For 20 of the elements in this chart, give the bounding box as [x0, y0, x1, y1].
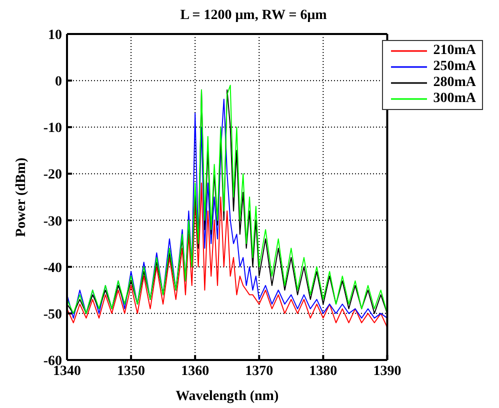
- legend-label: 250mA: [433, 59, 476, 75]
- y-axis-title: Power (dBm): [14, 157, 29, 237]
- chart-title: L = 1200 μm, RW = 6μm: [179, 8, 328, 25]
- y-tick-label: 0: [55, 74, 62, 90]
- legend-label: 210mA: [433, 43, 476, 59]
- x-tick-label: 1350: [117, 364, 146, 379]
- legend-label: 280mA: [433, 75, 476, 91]
- y-tick-label: -40: [43, 260, 62, 276]
- x-tick-label: 1370: [245, 364, 274, 379]
- x-tick-label: 1390: [373, 364, 402, 379]
- y-tick-label: -20: [43, 168, 62, 183]
- line-series: [67, 182, 388, 328]
- legend-label: 300mA: [433, 91, 476, 107]
- x-axis-title: Wavelength (nm): [176, 389, 279, 404]
- x-tick-label: 1380: [309, 364, 338, 379]
- y-tick-label: 10: [48, 28, 62, 43]
- y-tick-label: -10: [43, 121, 62, 136]
- y-tick-label: -30: [43, 214, 62, 230]
- y-tick-label: -50: [43, 307, 62, 322]
- x-tick-label: 1360: [181, 364, 210, 379]
